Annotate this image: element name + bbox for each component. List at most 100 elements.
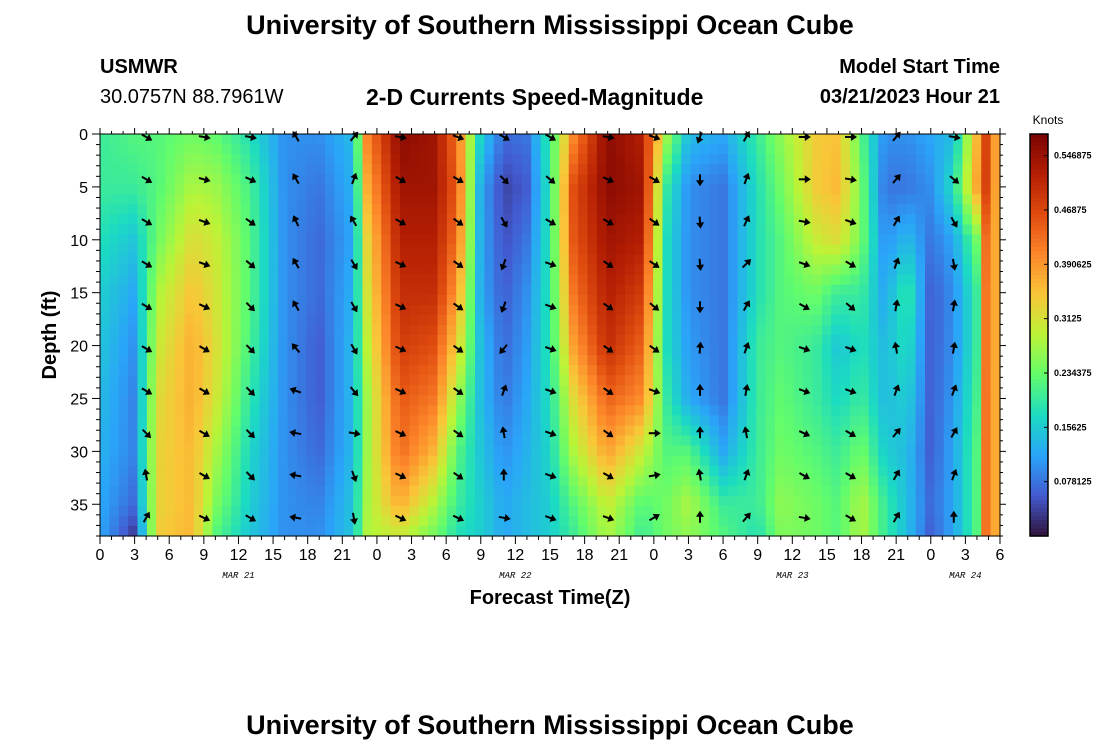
heatmap-cell [850, 194, 860, 205]
heatmap-cell [493, 254, 504, 266]
heatmap-cell [484, 154, 495, 165]
heatmap-cell [915, 475, 926, 487]
heatmap-cell [240, 264, 251, 276]
heatmap-cell [250, 475, 260, 487]
heatmap-cell [381, 144, 392, 155]
heatmap-cell [784, 164, 795, 175]
heatmap-cell [221, 355, 232, 366]
heatmap-cell [756, 455, 767, 467]
heatmap-cell [718, 395, 729, 406]
heatmap-cell [887, 304, 898, 316]
heatmap-cell [746, 395, 757, 406]
heatmap-cell [709, 174, 720, 185]
heatmap-cell [287, 254, 298, 266]
heatmap-cell [521, 264, 532, 276]
heatmap-cell [343, 234, 354, 246]
heatmap-cell [512, 435, 523, 447]
heatmap-cell [887, 415, 898, 427]
heatmap-cell [962, 284, 973, 296]
heatmap-cell [643, 415, 654, 427]
heatmap-cell [775, 224, 785, 236]
heatmap-cell [690, 214, 701, 226]
heatmap-cell [193, 274, 204, 286]
heatmap-cell [278, 294, 289, 306]
heatmap-cell [287, 184, 298, 195]
heatmap-cell [212, 355, 223, 366]
heatmap-cell [859, 355, 870, 366]
heatmap-cell [812, 465, 823, 477]
heatmap-cell [568, 505, 579, 517]
heatmap-cell [578, 495, 589, 507]
current-arrow [649, 302, 660, 311]
heatmap-cell [446, 294, 457, 306]
current-arrow [545, 175, 556, 184]
heatmap-cell [953, 254, 964, 266]
heatmap-cell [353, 435, 364, 447]
heatmap-cell [840, 345, 851, 356]
heatmap-cell [962, 385, 973, 396]
heatmap-cell [681, 505, 692, 517]
heatmap-cell [925, 304, 935, 316]
heatmap-cell [568, 254, 579, 266]
heatmap-cell [540, 224, 551, 236]
heatmap-cell [925, 294, 935, 306]
heatmap-cell [306, 314, 317, 326]
heatmap-cell [503, 314, 514, 326]
heatmap-cell [681, 345, 692, 356]
heatmap-cell [728, 405, 739, 416]
heatmap-cell [671, 395, 682, 406]
heatmap-cell [100, 184, 110, 195]
heatmap-cell [709, 214, 720, 226]
heatmap-cell [193, 485, 204, 497]
heatmap-cell [709, 355, 720, 366]
heatmap-cell [559, 184, 570, 195]
heatmap-cell [550, 244, 560, 256]
heatmap-cell [765, 465, 776, 477]
heatmap-cell [259, 515, 270, 527]
heatmap-cell [287, 525, 298, 537]
heatmap-cell [371, 515, 382, 527]
heatmap-cell [568, 274, 579, 286]
heatmap-cell [943, 495, 954, 507]
heatmap-cell [643, 284, 654, 296]
heatmap-cell [906, 425, 917, 437]
heatmap-cell [456, 214, 467, 226]
heatmap-cell [446, 154, 457, 165]
heatmap-cell [184, 194, 195, 205]
heatmap-cell [550, 445, 560, 457]
heatmap-cell [343, 184, 354, 195]
heatmap-cell [315, 365, 326, 376]
heatmap-cell [409, 395, 420, 406]
heatmap-cell [193, 314, 204, 326]
heatmap-cell [812, 144, 823, 155]
heatmap-cell [437, 294, 448, 306]
heatmap-cell [146, 515, 157, 527]
heatmap-cell [615, 324, 626, 336]
heatmap-cell [475, 495, 485, 507]
heatmap-cell [343, 415, 354, 427]
heatmap-cell [390, 525, 401, 537]
heatmap-cell [325, 365, 335, 376]
heatmap-cell [784, 425, 795, 437]
heatmap-cell [681, 425, 692, 437]
colorbar-segment [1030, 335, 1048, 340]
heatmap-cell [587, 525, 598, 537]
heatmap-cell [531, 324, 542, 336]
heatmap-cell [334, 355, 345, 366]
current-arrow [141, 302, 153, 311]
heatmap-cell [306, 415, 317, 427]
heatmap-cell [700, 395, 710, 406]
heatmap-cell [381, 134, 392, 145]
heatmap-cell [400, 174, 410, 185]
heatmap-cell [643, 184, 654, 195]
heatmap-cell [343, 144, 354, 155]
heatmap-cell [156, 264, 167, 276]
heatmap-cell [671, 425, 682, 437]
heatmap-cell [840, 395, 851, 406]
heatmap-cell [756, 345, 767, 356]
heatmap-cell [728, 395, 739, 406]
heatmap-cell [446, 174, 457, 185]
heatmap-cell [100, 495, 110, 507]
heatmap-cell [784, 154, 795, 165]
heatmap-cell [915, 355, 926, 366]
